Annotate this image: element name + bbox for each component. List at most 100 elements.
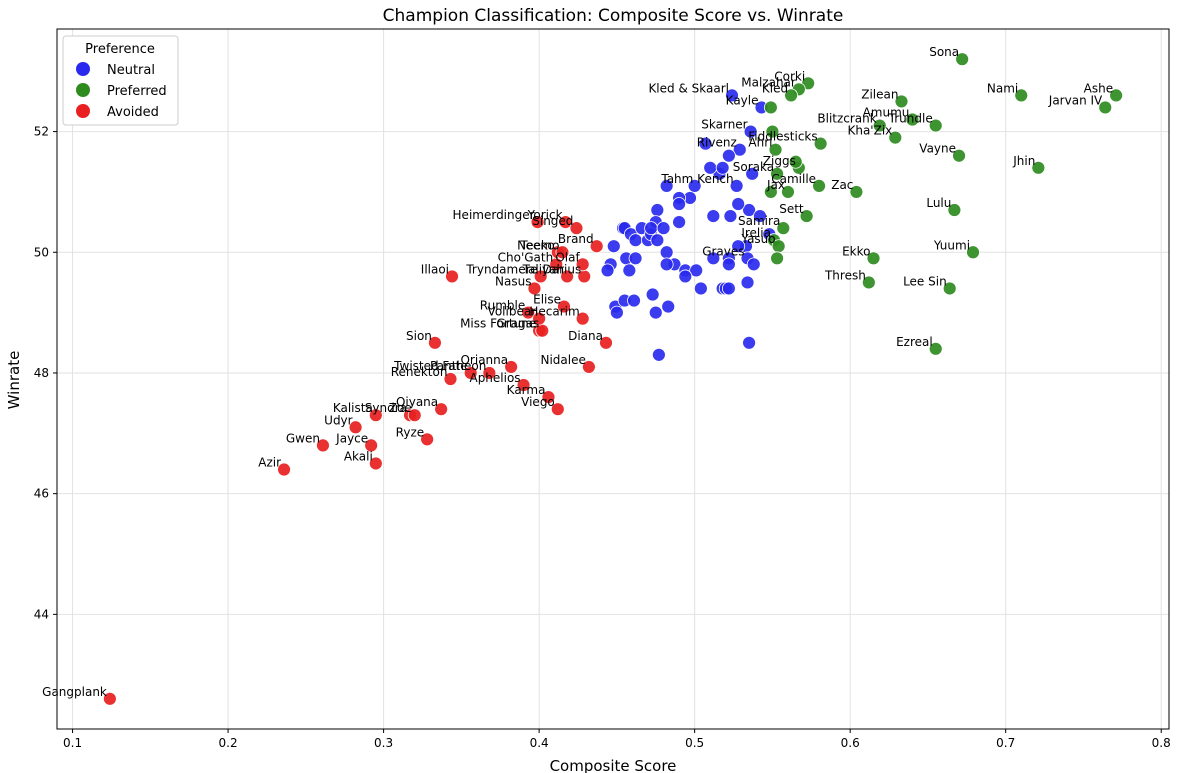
point-neutral [725, 88, 739, 103]
point-label: Malzahar [741, 75, 796, 89]
point-label: Syndra [365, 401, 407, 415]
point-label: Renekton [391, 365, 448, 379]
point-label: Kalista [333, 401, 373, 415]
point-avoided [575, 311, 590, 326]
point-preferred [905, 112, 920, 127]
point-preferred [947, 203, 962, 217]
point-label: Lulu [926, 196, 951, 210]
point-neutral [661, 299, 676, 314]
point-preferred [776, 221, 791, 236]
point-label: Aphelios [469, 371, 520, 385]
x-tick-label: 0.2 [219, 736, 238, 750]
x-tick-label: 0.3 [374, 736, 393, 750]
point-preferred [788, 154, 803, 169]
point-neutral [651, 347, 666, 362]
point-label: Miss Fortune [460, 317, 536, 331]
point-neutral [600, 263, 615, 278]
point-avoided [316, 438, 330, 453]
point-preferred [784, 88, 798, 103]
point-neutral [672, 197, 686, 211]
x-tick-label: 0.5 [685, 736, 704, 750]
point-label: Brand [558, 232, 594, 246]
point-avoided [445, 269, 459, 284]
point-label: Ryze [396, 425, 424, 439]
plot-frame [56, 28, 1170, 730]
data-points [102, 52, 1124, 706]
point-avoided [348, 420, 363, 435]
point-label: Sona [929, 45, 959, 59]
point-neutral [628, 233, 643, 248]
point-label: Rivenz [697, 136, 737, 150]
legend-label-avoided: Avoided [107, 105, 159, 120]
point-neutral [723, 209, 738, 223]
point-preferred [781, 185, 795, 199]
point-label: Udyr [324, 413, 353, 427]
point-label: Sion [406, 329, 432, 343]
point-label: Taliyah [522, 262, 564, 276]
point-label: Jarvan IV [1048, 93, 1103, 107]
legend-marker-neutral [76, 62, 90, 76]
legend: Preference Neutral Preferred Avoided [62, 35, 179, 126]
point-avoided [277, 462, 291, 477]
point-avoided [532, 311, 547, 326]
point-label: Irelia [741, 226, 771, 240]
point-preferred [812, 178, 826, 193]
point-neutral [622, 263, 637, 278]
y-tick-label: 52 [34, 125, 49, 139]
y-tick-label: 48 [34, 366, 49, 380]
point-label: Darius [543, 262, 582, 276]
point-label: Pantheon [430, 359, 486, 373]
point-label: Zoe [389, 401, 412, 415]
point-neutral [687, 178, 702, 193]
y-tick-label: 50 [34, 245, 49, 259]
point-preferred [861, 275, 876, 290]
x-tick-label: 0.6 [841, 736, 860, 750]
point-label: Hecarim [529, 305, 579, 319]
point-preferred [955, 52, 970, 67]
point-label: Blitzcrank [817, 112, 876, 126]
point-preferred [928, 118, 943, 133]
point-neutral [753, 209, 767, 223]
point-avoided [589, 239, 604, 254]
point-label: Azir [258, 456, 281, 470]
point-avoided [434, 402, 449, 417]
point-label: Viego [521, 395, 555, 409]
point-label: Heimerdinger [453, 208, 535, 222]
point-preferred [813, 136, 828, 151]
point-label: Cho'Gath [498, 250, 554, 264]
point-label: Trundle [888, 112, 933, 126]
point-label: Lee Sin [903, 274, 947, 288]
point-label: Fiddlesticks [748, 130, 817, 144]
x-tick-label: 0.4 [530, 736, 549, 750]
point-label: Teemo [519, 238, 559, 252]
point-neutral [656, 221, 671, 236]
point-preferred [966, 245, 980, 260]
point-label: Ziggs [763, 154, 796, 168]
point-label: Jax [766, 178, 785, 192]
point-neutral [609, 305, 624, 320]
point-neutral [743, 124, 758, 139]
point-neutral [742, 203, 756, 217]
point-label: Elise [533, 293, 561, 307]
point-preferred [928, 341, 943, 356]
point-label: Zilean [861, 87, 898, 101]
point-neutral [693, 281, 708, 296]
point-avoided [420, 432, 435, 447]
point-label: Yasuo [740, 232, 775, 246]
legend-marker-preferred [76, 83, 90, 97]
point-avoided [368, 408, 383, 423]
point-avoided [599, 335, 613, 350]
point-neutral [672, 215, 686, 230]
point-label: Corki [774, 69, 805, 83]
point-label: Singed [532, 214, 573, 228]
point-label: Nami [987, 81, 1018, 95]
point-avoided [569, 221, 584, 236]
point-label: Nasus [495, 274, 531, 288]
point-preferred [763, 185, 778, 199]
point-preferred [770, 251, 784, 266]
point-avoided [541, 390, 556, 405]
point-neutral [648, 305, 663, 320]
point-label: Ekko [842, 244, 870, 258]
x-axis-label: Composite Score [550, 757, 677, 773]
